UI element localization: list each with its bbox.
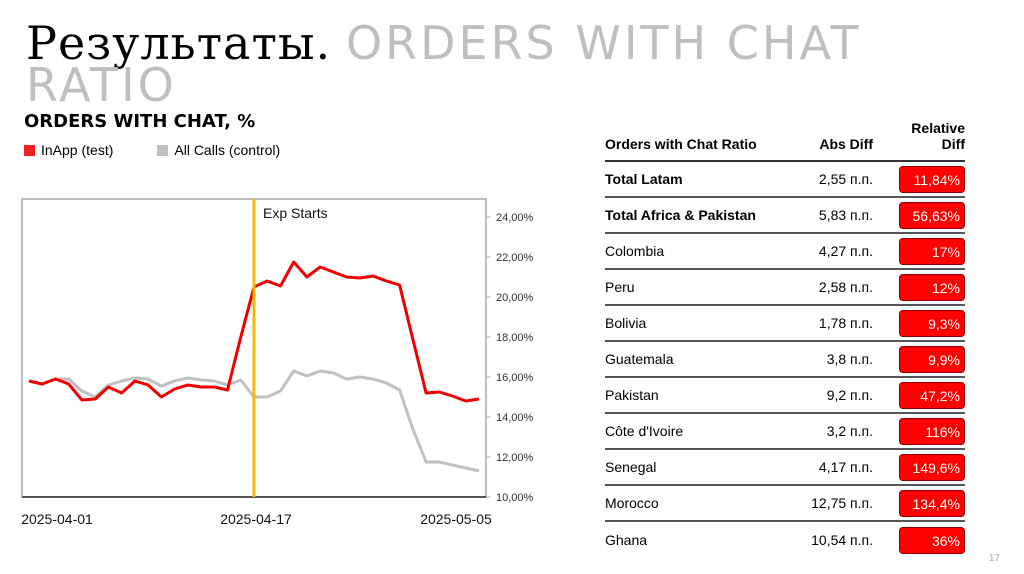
legend-label-test: InApp (test) (41, 142, 114, 158)
table-row: Senegal 4,17 п.п. 149,6% (605, 450, 965, 486)
y-tick-label: 24,00% (496, 212, 534, 224)
row-name: Total Latam (605, 171, 683, 187)
row-name: Ghana (605, 532, 648, 548)
header-relative-diff: Relative Diff (911, 120, 965, 152)
table-row: Côte d'Ivoire 3,2 п.п. 116% (605, 414, 965, 450)
slide-title: Результаты. ORDERS WITH CHAT RATIO (26, 20, 926, 108)
row-name: Pakistan (605, 387, 659, 403)
y-tick-label: 12,00% (496, 452, 534, 464)
row-abs-diff: 3,2 п.п. (826, 423, 873, 439)
legend-item-test: InApp (test) (24, 142, 113, 158)
legend-item-control: All Calls (control) (157, 142, 280, 158)
relative-diff-badge: 116% (899, 417, 965, 445)
chart-title: ORDERS WITH CHAT, % (24, 111, 256, 132)
row-name: Senegal (605, 459, 657, 475)
relative-diff-badge: 9,9% (899, 345, 965, 373)
relative-diff-badge: 149,6% (899, 453, 965, 481)
x-tick-label: 2025-04-17 (220, 511, 292, 527)
y-tick-label: 20,00% (496, 292, 534, 304)
row-abs-diff: 9,2 п.п. (826, 387, 873, 403)
relative-diff-badge: 36% (899, 526, 965, 554)
slide-title-ru: Результаты. (26, 16, 332, 70)
row-abs-diff: 3,8 п.п. (826, 351, 873, 367)
row-relative-diff: 47,2% (897, 381, 965, 409)
table-row: Guatemala 3,8 п.п. 9,9% (605, 342, 965, 378)
header-abs-diff: Abs Diff (819, 136, 873, 152)
row-name: Peru (605, 279, 635, 295)
slide-title-en: ORDERS WITH CHAT RATIO (26, 16, 862, 112)
row-relative-diff: 134,4% (897, 489, 965, 517)
relative-diff-badge: 12% (899, 273, 965, 301)
row-abs-diff: 4,27 п.п. (818, 243, 873, 259)
y-tick-label: 18,00% (496, 332, 534, 344)
table-row: Total Latam 2,55 п.п. 11,84% (605, 162, 965, 198)
page-number: 17 (988, 553, 1000, 564)
relative-diff-badge: 11,84% (899, 165, 965, 193)
row-relative-diff: 36% (897, 526, 965, 554)
row-abs-diff: 10,54 п.п. (811, 532, 873, 548)
chart-legend: InApp (test) All Calls (control) (24, 142, 280, 158)
results-table: Orders with Chat Ratio Abs Diff Relative… (605, 108, 965, 558)
row-abs-diff: 2,55 п.п. (818, 171, 873, 187)
x-tick-label: 2025-04-01 (21, 511, 93, 527)
table-row: Morocco 12,75 п.п. 134,4% (605, 486, 965, 522)
row-relative-diff: 56,63% (897, 201, 965, 229)
table-row: Peru 2,58 п.п. 12% (605, 270, 965, 306)
row-name: Colombia (605, 243, 665, 259)
relative-diff-badge: 9,3% (899, 309, 965, 337)
y-tick-label: 14,00% (496, 412, 534, 424)
row-name: Côte d'Ivoire (605, 423, 684, 439)
row-name: Bolivia (605, 315, 647, 331)
row-name: Morocco (605, 495, 659, 511)
row-abs-diff: 5,83 п.п. (818, 207, 873, 223)
row-relative-diff: 11,84% (897, 165, 965, 193)
row-relative-diff: 12% (897, 273, 965, 301)
exp-start-label: Exp Starts (263, 205, 328, 221)
x-tick-label: 2025-05-05 (420, 511, 492, 527)
header-name: Orders with Chat Ratio (605, 136, 757, 152)
relative-diff-badge: 47,2% (899, 381, 965, 409)
relative-diff-badge: 56,63% (899, 201, 965, 229)
y-tick-label: 10,00% (496, 492, 534, 504)
row-name: Total Africa & Pakistan (605, 207, 756, 223)
table-row: Ghana 10,54 п.п. 36% (605, 522, 965, 558)
row-relative-diff: 9,9% (897, 345, 965, 373)
row-relative-diff: 149,6% (897, 453, 965, 481)
table-row: Pakistan 9,2 п.п. 47,2% (605, 378, 965, 414)
legend-swatch-red (24, 144, 35, 156)
table-body: Total Latam 2,55 п.п. 11,84% Total Africa &… (605, 162, 965, 558)
legend-swatch-gray (157, 144, 169, 156)
row-relative-diff: 17% (897, 237, 965, 265)
table-header: Orders with Chat Ratio Abs Diff Relative… (605, 108, 965, 162)
row-abs-diff: 4,17 п.п. (818, 459, 873, 475)
table-row: Total Africa & Pakistan 5,83 п.п. 56,63% (605, 198, 965, 234)
row-name: Guatemala (605, 351, 674, 367)
row-relative-diff: 9,3% (897, 309, 965, 337)
table-row: Bolivia 1,78 п.п. 9,3% (605, 306, 965, 342)
relative-diff-badge: 17% (899, 237, 965, 265)
row-abs-diff: 2,58 п.п. (818, 279, 873, 295)
legend-label-control: All Calls (control) (174, 142, 281, 158)
relative-diff-badge: 134,4% (899, 489, 965, 517)
table-row: Colombia 4,27 п.п. 17% (605, 234, 965, 270)
line-chart: 10,00% 12,00% 14,00% 16,00% 18,00% 20,00% 22,0… (21, 198, 534, 527)
row-relative-diff: 116% (897, 417, 965, 445)
y-tick-label: 22,00% (496, 252, 534, 264)
row-abs-diff: 12,75 п.п. (811, 495, 873, 511)
y-tick-label: 16,00% (496, 372, 534, 384)
row-abs-diff: 1,78 п.п. (818, 315, 873, 331)
